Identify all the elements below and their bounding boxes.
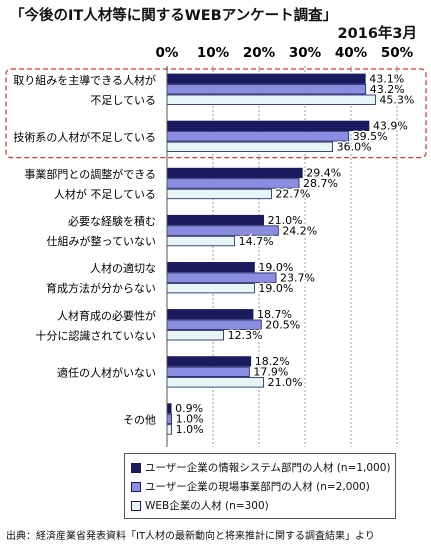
- data-label: 1.0%: [176, 413, 204, 426]
- chart-title: 「今後のIT人材等に関するWEBアンケート調査」: [10, 8, 338, 24]
- data-label: 12.3%: [228, 329, 263, 342]
- bar: [166, 282, 255, 294]
- data-label: 36.0%: [337, 141, 372, 154]
- legend: ユーザー企業の情報システム部門の人材 (n=1,000) ユーザー企業の現場事業…: [124, 453, 396, 519]
- legend-swatch-series-3: [131, 500, 141, 511]
- x-tick-label: 20%: [243, 45, 276, 61]
- bar: [166, 131, 350, 142]
- category-label: その他: [123, 413, 156, 426]
- category-label: 適任の人材がいない: [57, 365, 156, 379]
- bar: [166, 94, 376, 105]
- x-tick-label: 30%: [289, 45, 322, 61]
- bar: [166, 403, 172, 414]
- data-label: 19.0%: [258, 282, 293, 295]
- x-tick-label: 40%: [335, 45, 368, 61]
- bar: [166, 377, 264, 388]
- data-label: 18.7%: [257, 308, 292, 321]
- category-label: 仕組みが整っていない: [47, 234, 156, 248]
- category-label: 取り組みを主導できる人材が: [13, 73, 156, 87]
- bar: [166, 73, 366, 84]
- data-label: 29.4%: [306, 167, 341, 180]
- bar: [166, 84, 367, 95]
- data-label: 22.7%: [275, 188, 310, 201]
- category-label: 人材の適切な: [90, 261, 156, 275]
- bar: [166, 424, 172, 435]
- legend-label: ユーザー企業の現場事業部門の人材 (n=2,000): [145, 481, 370, 493]
- bar: [166, 309, 254, 320]
- data-label: 39.5%: [353, 130, 388, 143]
- category-label: 人材育成の必要性が: [57, 308, 156, 322]
- category-label: 十分に認識されていない: [35, 328, 156, 342]
- data-label: 24.2%: [282, 224, 317, 237]
- x-tick-label: 10%: [197, 45, 230, 61]
- legend-item: ユーザー企業の現場事業部門の人材 (n=2,000): [131, 477, 389, 496]
- category-label: 必要な経験を積む: [68, 214, 156, 228]
- survey-date: 2016年3月: [337, 26, 417, 42]
- data-label: 21.0%: [268, 214, 303, 227]
- data-label: 28.7%: [303, 177, 338, 190]
- legend-item: ユーザー企業の情報システム部門の人材 (n=1,000): [131, 458, 391, 477]
- source-note: 出典：経済産業省発表資料「IT人材の最新動向と将来推計に関する調査結果」より: [6, 531, 375, 542]
- x-tick-label: 0%: [156, 45, 179, 61]
- category-label: 不足している: [90, 94, 156, 107]
- data-label: 43.2%: [370, 83, 405, 96]
- bar: [166, 235, 236, 247]
- data-label: 0.9%: [175, 402, 203, 415]
- bar: [166, 120, 370, 131]
- category-label: 育成方法が分からない: [46, 281, 156, 295]
- legend-item: WEB企業の人材 (n=300): [131, 496, 389, 515]
- data-label: 14.7%: [239, 235, 274, 248]
- data-label: 18.2%: [255, 355, 290, 368]
- category-label: 事業部門との調整ができる: [24, 167, 156, 181]
- bar: [166, 330, 224, 341]
- highlight-frame: [5, 68, 427, 159]
- legend-label: ユーザー企業の情報システム部門の人材 (n=1,000): [145, 462, 391, 474]
- data-label: 19.0%: [258, 261, 293, 274]
- x-tick-label: 50%: [381, 45, 414, 61]
- bar: [166, 356, 252, 367]
- bar: [166, 366, 250, 378]
- bar: [166, 413, 172, 425]
- data-label: 21.0%: [268, 376, 303, 389]
- category-label: 技術系の人材が不足している: [13, 130, 156, 144]
- legend-swatch-series-2: [131, 481, 141, 492]
- category-label: 人材が 不足している: [54, 187, 156, 201]
- bar: [166, 214, 264, 226]
- data-label: 20.5%: [265, 319, 300, 332]
- bar: [166, 141, 334, 153]
- data-label: 45.3%: [379, 94, 414, 107]
- data-label: 43.1%: [369, 73, 404, 86]
- data-label: 17.9%: [253, 366, 288, 379]
- bar: [166, 188, 272, 200]
- legend-swatch-series-1: [131, 462, 141, 473]
- bar: [166, 261, 255, 273]
- bar: [166, 167, 303, 179]
- bar-chart: 0% 10% 20% 30% 40% 50% 43.1%43.2%45.3% 取り組みを主導で…: [5, 45, 427, 447]
- data-label: 43.9%: [373, 120, 408, 133]
- data-label: 1.0%: [176, 423, 204, 436]
- data-label: 23.7%: [280, 271, 315, 284]
- legend-label: WEB企業の人材 (n=300): [145, 500, 269, 512]
